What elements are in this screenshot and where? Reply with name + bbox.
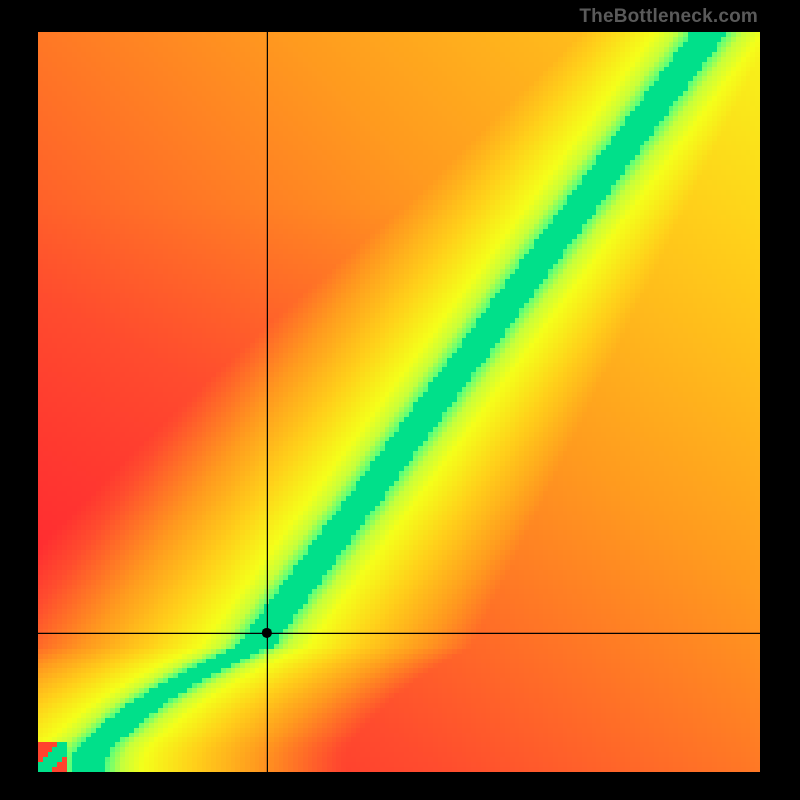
- bottleneck-heatmap: [38, 32, 760, 772]
- watermark-text: TheBottleneck.com: [579, 6, 758, 28]
